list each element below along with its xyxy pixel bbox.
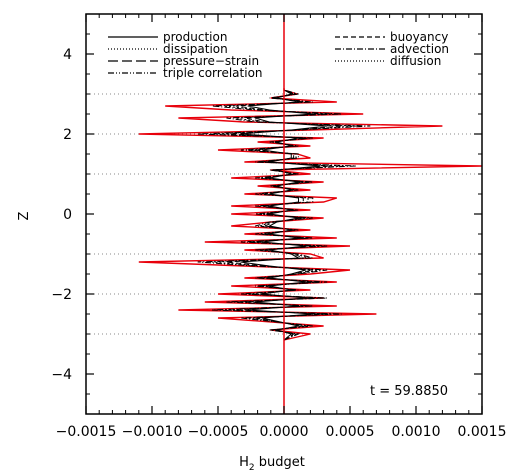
time-annotation: t = 59.8850 (370, 384, 448, 399)
x-axis-label: H2 budget (239, 455, 305, 473)
series-line-black-4 (197, 88, 371, 341)
x-tick-label: 0.0010 (392, 424, 441, 440)
y-tick-label: −2 (51, 287, 72, 303)
y-tick-label: 4 (63, 47, 72, 63)
x-tick-label: −0.0010 (122, 424, 183, 440)
y-tick-label: 0 (63, 207, 72, 223)
x-axis-label-suffix: budget (255, 455, 305, 470)
x-axis-label-subscript: 2 (249, 463, 255, 473)
x-tick-label: 0.0005 (326, 424, 375, 440)
series-line-red (138, 88, 483, 341)
x-tick-label: −0.0005 (188, 424, 249, 440)
series-group (138, 88, 483, 341)
y-tick-label: −4 (51, 367, 72, 383)
legend-label: advection (390, 42, 449, 56)
y-tick-label: 2 (63, 127, 72, 143)
legend-label: diffusion (390, 54, 441, 68)
legend: productiondissipationpressure−straintrip… (108, 30, 449, 80)
legend-label: production (163, 30, 227, 44)
y-axis-label: Z (17, 211, 32, 220)
legend-label: dissipation (163, 42, 228, 56)
x-tick-label: −0.0015 (56, 424, 117, 440)
x-axis-label-main: H (239, 455, 249, 470)
legend-label: pressure−strain (163, 54, 259, 68)
legend-label: triple correlation (163, 66, 263, 80)
legend-label: buoyancy (390, 30, 448, 44)
x-tick-label: 0.0015 (458, 424, 507, 440)
axis-ticks: −0.0015 −0.0010 −0.0005 0.0000 0.0005 0.0010 0… (51, 13, 507, 440)
x-tick-label: 0.0000 (260, 424, 309, 440)
